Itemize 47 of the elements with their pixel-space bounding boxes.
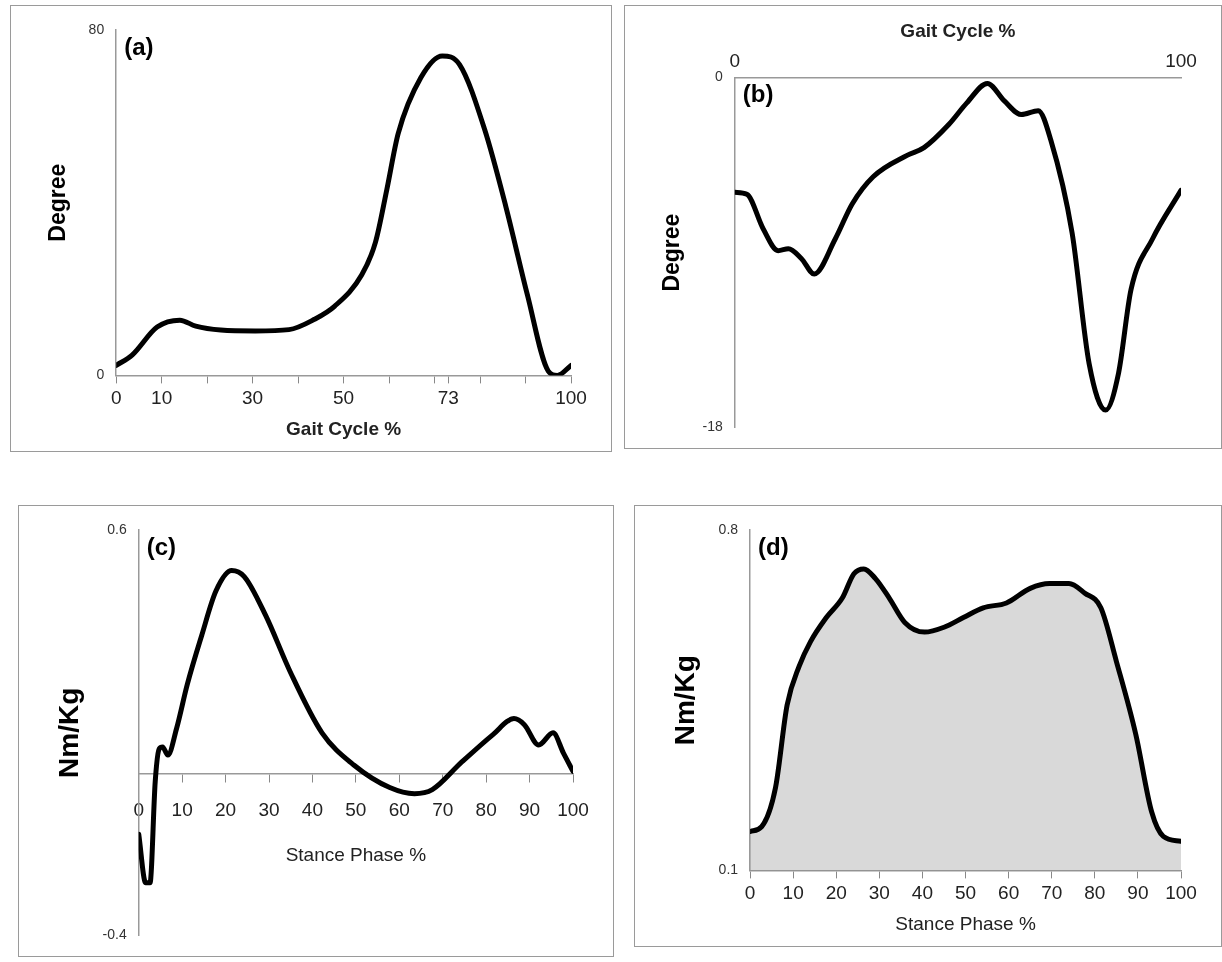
chart-title: (b) (742, 80, 774, 108)
x-tick-label: 50 (345, 798, 367, 820)
y-tick-label: -0.4 (102, 926, 127, 943)
x-tick-label: 50 (333, 387, 355, 409)
x-tick-label: 10 (171, 798, 193, 820)
x-axis-title: Stance Phase % (285, 843, 427, 865)
x-tick-label: 0 (744, 882, 756, 904)
y-axis-title: Nm/Kg (52, 687, 84, 778)
x-tick-label: 90 (519, 798, 541, 820)
x-tick-label: 60 (388, 798, 410, 820)
y-axis-title: Degree (44, 163, 71, 242)
x-tick-label: 50 (954, 882, 977, 904)
x-tick-label: 100 (557, 798, 589, 820)
x-tick-label: 90 (1127, 882, 1149, 904)
y-tick-label: 0 (96, 366, 105, 383)
x-tick-label: 100 (555, 387, 587, 409)
x-tick-label: 60 (998, 882, 1020, 904)
x-tick-label: 70 (1041, 882, 1063, 904)
x-tick-label: 30 (868, 882, 890, 904)
x-tick-label: 100 (1165, 882, 1197, 904)
x-tick-label: 80 (1084, 882, 1106, 904)
y-tick-label: 0 (715, 68, 724, 85)
x-tick-label: 70 (432, 798, 454, 820)
chart-title: (d) (758, 532, 789, 560)
y-tick-label: 0.8 (718, 520, 739, 537)
x-tick-label: 20 (215, 798, 237, 820)
x-tick-label: 10 (151, 387, 173, 409)
chart-title: (c) (146, 532, 177, 560)
x-tick-label: 40 (911, 882, 934, 904)
x-tick-label: 20 (825, 882, 847, 904)
x-tick-label: 100 (1165, 50, 1197, 72)
y-tick-label: -18 (702, 418, 724, 435)
y-axis-title: Degree (658, 213, 685, 292)
x-tick-label: 73 (437, 387, 459, 409)
y-axis-title: Nm/Kg (668, 655, 700, 746)
chart-title: (a) (124, 32, 154, 60)
x-tick-label: 10 (782, 882, 804, 904)
x-tick-label: 30 (258, 798, 280, 820)
x-tick-label: 0 (133, 798, 145, 820)
y-tick-label: 0.6 (107, 520, 127, 537)
y-tick-label: 0.1 (718, 861, 739, 878)
x-axis-title: Gait Cycle % (900, 19, 1016, 41)
x-tick-label: 30 (242, 387, 264, 409)
x-axis-title: Stance Phase % (895, 912, 1036, 934)
x-axis-title: Gait Cycle % (286, 417, 402, 439)
x-tick-label: 80 (475, 798, 497, 820)
x-tick-label: 40 (301, 798, 323, 820)
